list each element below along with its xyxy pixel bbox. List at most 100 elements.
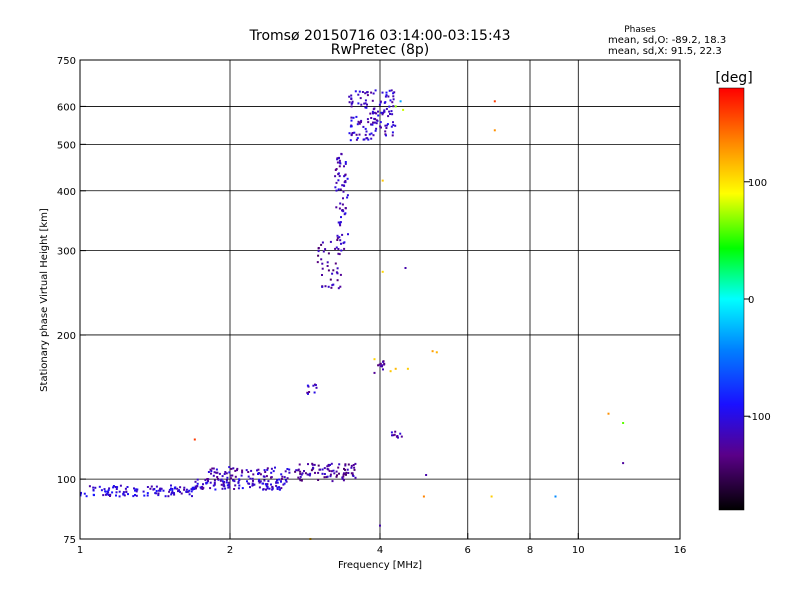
cluster-point: [191, 486, 194, 489]
cluster-point: [212, 484, 215, 487]
cluster-point: [245, 469, 248, 472]
cluster-point: [261, 482, 264, 485]
cluster-point: [342, 475, 345, 478]
cluster-point: [326, 261, 329, 264]
cluster-point: [343, 165, 345, 168]
cluster-point: [108, 487, 111, 490]
cluster-point: [383, 363, 386, 366]
cluster-point: [143, 494, 146, 497]
cluster-point: [371, 123, 374, 126]
cluster-point: [344, 181, 347, 184]
cluster-point: [241, 487, 244, 490]
cluster-point: [191, 495, 193, 498]
cluster-point: [350, 105, 353, 108]
cluster-point: [348, 132, 351, 135]
cluster-point: [236, 469, 238, 472]
data-point: [607, 412, 610, 415]
cluster-point: [170, 487, 172, 490]
cluster-point: [179, 490, 181, 493]
cluster-point: [230, 474, 233, 477]
cluster-point: [334, 262, 337, 265]
cluster-point: [237, 480, 240, 483]
cluster-point: [114, 486, 117, 488]
cluster-point: [284, 470, 287, 473]
cluster-point: [103, 488, 106, 491]
cluster-point: [303, 470, 305, 472]
cluster-point: [271, 486, 274, 489]
cluster-point: [268, 487, 271, 490]
cluster-point: [146, 492, 149, 495]
cluster-point: [173, 492, 175, 495]
cluster-point: [385, 94, 388, 97]
cluster-point: [251, 477, 254, 480]
cluster-point: [310, 469, 313, 472]
cluster-point: [149, 487, 152, 490]
cluster-point: [342, 190, 345, 193]
cluster-point: [124, 487, 127, 490]
cluster-point: [112, 486, 115, 489]
cluster-point: [314, 471, 316, 474]
cluster-point: [190, 490, 193, 493]
cluster-point: [384, 130, 387, 133]
cluster-point: [262, 475, 265, 478]
cluster-point: [134, 494, 136, 496]
cluster-point: [375, 119, 378, 122]
cluster-point: [339, 202, 342, 205]
cluster-point: [135, 494, 138, 497]
cluster-point: [377, 110, 379, 113]
cluster-point: [195, 487, 197, 490]
cluster-point: [264, 483, 267, 486]
cluster-point: [384, 133, 387, 136]
cluster-point: [343, 247, 346, 250]
cluster-point: [379, 121, 382, 124]
cluster-point: [313, 463, 316, 466]
cluster-point: [360, 103, 363, 106]
cluster-point: [340, 249, 343, 252]
cluster-point: [352, 464, 355, 466]
cluster-point: [395, 435, 398, 438]
cluster-point: [357, 93, 360, 96]
cluster-point: [323, 473, 326, 475]
cluster-point: [375, 112, 378, 115]
cluster-point: [267, 480, 270, 483]
cluster-point: [379, 125, 382, 128]
cluster-point: [118, 495, 121, 498]
cluster-point: [228, 471, 231, 474]
cluster-point: [164, 495, 167, 498]
cluster-point: [185, 488, 188, 491]
cluster-point: [251, 482, 254, 485]
cluster-point: [127, 493, 129, 496]
cluster-point: [336, 158, 339, 161]
cluster-point: [371, 99, 374, 102]
cluster-point: [233, 480, 236, 483]
cluster-point: [346, 196, 349, 199]
cluster-point: [366, 103, 368, 106]
cluster-point: [364, 92, 367, 95]
cluster-point: [230, 477, 233, 480]
y-tick-label: 200: [57, 331, 76, 342]
cluster-point: [355, 133, 358, 136]
cluster-point: [263, 479, 266, 482]
cluster-point: [274, 466, 276, 469]
cluster-point: [385, 127, 388, 129]
cluster-point: [380, 111, 383, 114]
cluster-point: [344, 173, 347, 176]
cluster-point: [337, 172, 340, 175]
cluster-point: [359, 97, 362, 100]
cluster-point: [214, 488, 217, 491]
cluster-point: [299, 475, 302, 478]
chart-subtitle: RwPretec (8p): [331, 42, 429, 58]
cluster-point: [363, 138, 366, 141]
cluster-point: [349, 125, 352, 128]
cluster-point: [329, 473, 332, 476]
cluster-point: [393, 91, 396, 94]
cluster-point: [238, 478, 241, 481]
cluster-point: [94, 486, 97, 489]
cluster-point: [107, 491, 110, 494]
cluster-point: [79, 492, 82, 495]
cluster-point: [337, 466, 340, 469]
cluster-point: [335, 246, 338, 249]
data-point: [402, 108, 405, 111]
cluster-point: [390, 110, 393, 113]
cluster-point: [276, 481, 279, 484]
